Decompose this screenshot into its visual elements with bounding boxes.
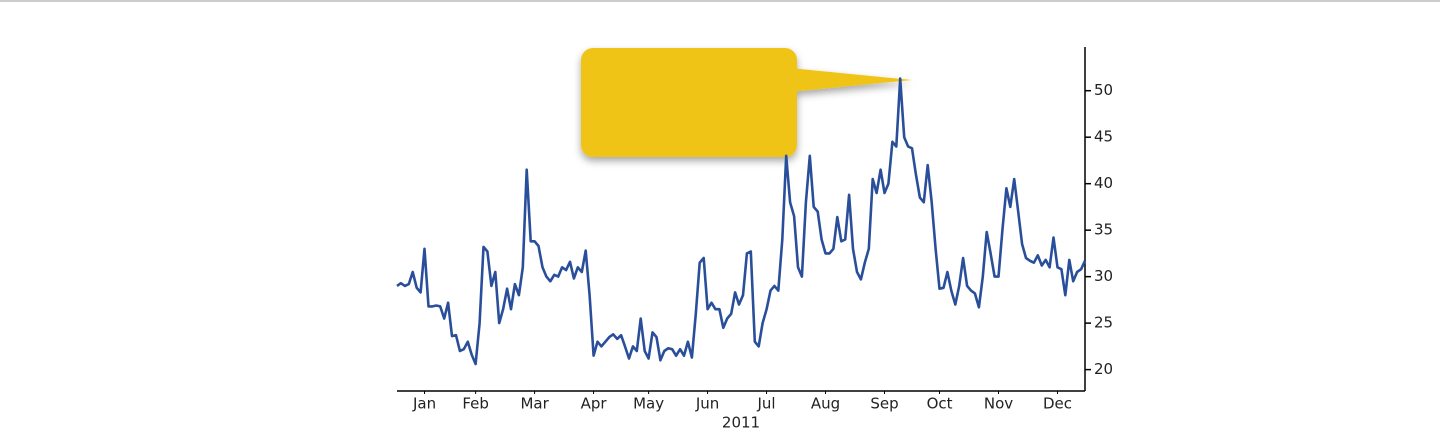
x-tick-label: Jul — [756, 395, 775, 413]
x-tick-label: Oct — [927, 395, 953, 413]
x-tick-label: Jun — [695, 395, 719, 413]
x-tick-label: Jan — [412, 395, 436, 413]
y-tick-label: 35 — [1094, 221, 1113, 239]
y-tick-label: 20 — [1094, 360, 1113, 378]
x-tick-label: Aug — [811, 395, 840, 413]
data-line — [396, 77, 1087, 366]
y-tick-label: 30 — [1094, 267, 1113, 285]
x-tick-label: Sep — [870, 395, 898, 413]
x-tick-label: Feb — [462, 395, 489, 413]
x-axis-label: 2011 — [722, 414, 760, 432]
x-tick-label: Mar — [520, 395, 549, 413]
x-tick-label: May — [633, 395, 664, 413]
x-tick-label: Dec — [1043, 395, 1072, 413]
y-tick-label: 25 — [1094, 314, 1113, 332]
y-tick-label: 45 — [1094, 128, 1113, 146]
x-tick-label: Apr — [581, 395, 608, 413]
y-tick-label: 40 — [1094, 174, 1113, 192]
callout — [581, 48, 912, 157]
y-tick-label: 50 — [1094, 81, 1113, 99]
x-tick-label: Nov — [984, 395, 1013, 413]
